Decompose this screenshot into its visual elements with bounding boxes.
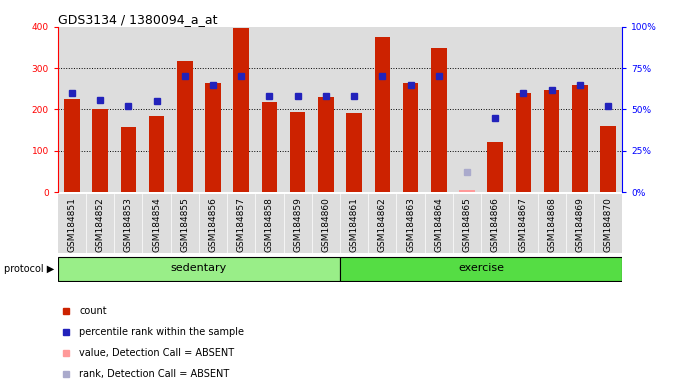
Bar: [114, 27, 143, 192]
Bar: [233, 28, 249, 192]
Text: GSM184860: GSM184860: [322, 197, 330, 252]
Bar: [431, 48, 447, 192]
Bar: [538, 27, 566, 192]
Bar: [453, 27, 481, 192]
Text: GSM184856: GSM184856: [209, 197, 218, 252]
Bar: [346, 113, 362, 192]
Bar: [312, 27, 340, 192]
Text: GSM184867: GSM184867: [519, 197, 528, 252]
Text: GSM184870: GSM184870: [604, 197, 613, 252]
Bar: [318, 97, 334, 192]
Text: GDS3134 / 1380094_a_at: GDS3134 / 1380094_a_at: [58, 13, 218, 26]
Bar: [290, 113, 305, 192]
Text: GSM184858: GSM184858: [265, 197, 274, 252]
Text: GSM184861: GSM184861: [350, 197, 358, 252]
Bar: [425, 27, 453, 192]
Bar: [227, 27, 256, 192]
Bar: [509, 27, 538, 192]
Bar: [594, 27, 622, 192]
Text: GSM184862: GSM184862: [378, 197, 387, 252]
Bar: [515, 93, 531, 192]
Text: exercise: exercise: [458, 263, 504, 273]
Bar: [544, 90, 560, 192]
Text: percentile rank within the sample: percentile rank within the sample: [80, 327, 244, 337]
Text: protocol ▶: protocol ▶: [4, 264, 54, 274]
Bar: [120, 127, 136, 192]
Bar: [92, 109, 108, 192]
Text: value, Detection Call = ABSENT: value, Detection Call = ABSENT: [80, 348, 235, 358]
Bar: [86, 27, 114, 192]
Bar: [284, 27, 312, 192]
Bar: [340, 27, 369, 192]
Bar: [566, 27, 594, 192]
Bar: [375, 37, 390, 192]
Bar: [572, 86, 588, 192]
Bar: [143, 27, 171, 192]
Text: GSM184852: GSM184852: [96, 197, 105, 252]
Bar: [149, 116, 165, 192]
Text: rank, Detection Call = ABSENT: rank, Detection Call = ABSENT: [80, 369, 229, 379]
Bar: [199, 27, 227, 192]
Bar: [340, 257, 622, 281]
Bar: [262, 102, 277, 192]
Text: GSM184863: GSM184863: [406, 197, 415, 252]
Bar: [488, 142, 503, 192]
Bar: [600, 126, 616, 192]
Text: GSM184854: GSM184854: [152, 197, 161, 252]
Bar: [58, 27, 86, 192]
Bar: [64, 99, 80, 192]
Bar: [256, 27, 284, 192]
Text: sedentary: sedentary: [171, 263, 227, 273]
Bar: [369, 27, 396, 192]
Bar: [205, 83, 221, 192]
Text: GSM184868: GSM184868: [547, 197, 556, 252]
Bar: [459, 190, 475, 192]
Text: GSM184864: GSM184864: [435, 197, 443, 252]
Text: GSM184866: GSM184866: [491, 197, 500, 252]
Text: GSM184869: GSM184869: [575, 197, 584, 252]
Bar: [171, 27, 199, 192]
Text: count: count: [80, 306, 107, 316]
Text: GSM184855: GSM184855: [180, 197, 189, 252]
Text: GSM184851: GSM184851: [67, 197, 76, 252]
Bar: [396, 27, 425, 192]
Text: GSM184853: GSM184853: [124, 197, 133, 252]
Text: GSM184857: GSM184857: [237, 197, 245, 252]
Bar: [177, 61, 192, 192]
Text: GSM184865: GSM184865: [462, 197, 471, 252]
Text: GSM184859: GSM184859: [293, 197, 302, 252]
Bar: [403, 83, 418, 192]
Bar: [481, 27, 509, 192]
Bar: [58, 257, 340, 281]
